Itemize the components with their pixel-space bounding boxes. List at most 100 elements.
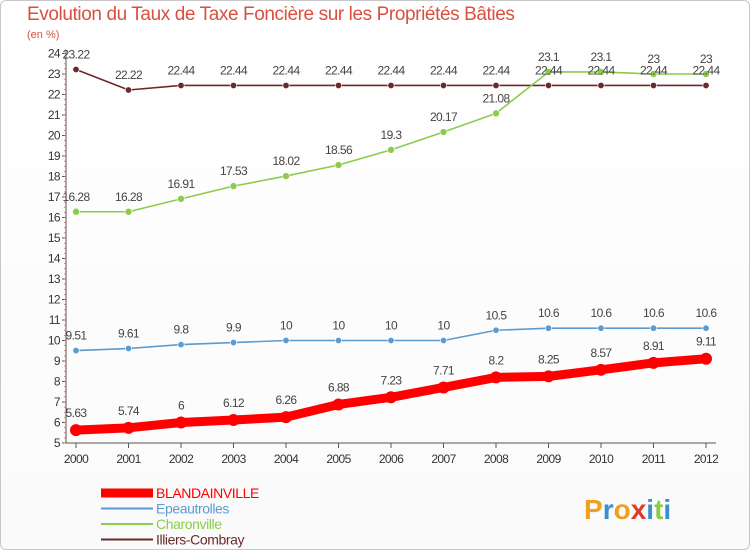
data-label: 22.44 xyxy=(272,63,300,77)
data-label: 10.6 xyxy=(696,306,718,320)
data-point xyxy=(492,81,500,89)
data-point xyxy=(72,65,80,73)
data-point xyxy=(282,172,290,180)
y-tick-label: 12 xyxy=(48,293,61,307)
data-label: 8.91 xyxy=(643,339,665,353)
x-tick-label: 2005 xyxy=(326,452,351,466)
data-point xyxy=(334,336,342,344)
data-point xyxy=(649,70,658,78)
data-label: 5.63 xyxy=(66,406,88,420)
data-label: 22.44 xyxy=(430,63,458,77)
data-point xyxy=(490,371,502,384)
data-label: 23.1 xyxy=(538,50,560,64)
y-tick-label: 22 xyxy=(48,88,61,102)
data-point xyxy=(280,411,292,424)
y-tick-label: 19 xyxy=(48,149,61,163)
data-label: 7.23 xyxy=(381,373,403,387)
data-point xyxy=(282,81,290,89)
data-point xyxy=(387,336,395,344)
data-label: 9.8 xyxy=(174,323,190,337)
data-point xyxy=(544,81,552,89)
y-tick-label: 14 xyxy=(48,252,61,266)
chart-subtitle: (en %) xyxy=(27,29,60,41)
x-tick-label: 2011 xyxy=(642,452,666,466)
data-label: 8.2 xyxy=(489,353,505,367)
x-tick-label: 2012 xyxy=(694,452,719,466)
data-point xyxy=(597,81,605,89)
data-point xyxy=(175,416,187,429)
data-point xyxy=(282,336,290,344)
data-label: 22.22 xyxy=(115,68,143,82)
data-point xyxy=(597,324,605,332)
data-point xyxy=(177,195,185,203)
data-point xyxy=(230,339,238,347)
data-label: 5.74 xyxy=(118,404,140,418)
data-label: 22.44 xyxy=(220,63,248,77)
data-point xyxy=(177,81,185,89)
data-label: 9.61 xyxy=(118,326,140,340)
data-label: 23.22 xyxy=(62,47,90,61)
y-tick-label: 16 xyxy=(48,211,61,225)
data-point xyxy=(334,81,342,89)
data-label: 23 xyxy=(647,52,660,66)
data-label: 6 xyxy=(178,399,185,413)
data-label: 10.5 xyxy=(486,308,508,322)
data-label: 22.44 xyxy=(377,63,405,77)
data-label: 10.6 xyxy=(591,306,613,320)
x-tick-label: 2010 xyxy=(589,452,614,466)
y-tick-label: 13 xyxy=(48,272,61,286)
data-point xyxy=(439,128,448,136)
data-label: 22.44 xyxy=(167,63,195,77)
data-label: 6.26 xyxy=(276,393,298,407)
data-point xyxy=(647,356,660,369)
y-tick-label: 24 xyxy=(48,47,61,61)
x-tick-label: 2000 xyxy=(64,452,89,466)
y-tick-label: 7 xyxy=(54,395,61,409)
data-label: 16.91 xyxy=(167,177,195,191)
data-label: 22.44 xyxy=(325,63,353,77)
data-label: 9.9 xyxy=(226,321,242,335)
y-tick-label: 10 xyxy=(48,334,61,348)
data-point xyxy=(72,207,80,216)
data-label: 23.1 xyxy=(591,50,613,64)
data-point xyxy=(332,398,345,411)
data-label: 23 xyxy=(700,52,713,66)
data-label: 7.71 xyxy=(433,363,455,377)
data-point xyxy=(124,207,133,216)
y-tick-label: 18 xyxy=(48,170,61,184)
data-point xyxy=(700,352,712,365)
x-tick-label: 2007 xyxy=(431,452,456,466)
data-point xyxy=(702,70,710,78)
data-point xyxy=(122,421,135,434)
data-label: 18.56 xyxy=(325,143,353,157)
y-tick-label: 21 xyxy=(48,108,61,122)
y-tick-label: 20 xyxy=(48,129,61,143)
y-tick-label: 9 xyxy=(54,354,61,368)
x-tick-label: 2004 xyxy=(274,452,299,466)
data-point xyxy=(334,161,343,169)
data-point xyxy=(595,363,607,376)
data-point xyxy=(72,347,80,355)
data-label: 6.88 xyxy=(328,380,350,394)
data-point xyxy=(230,81,238,89)
y-tick-label: 17 xyxy=(48,190,61,204)
x-tick-label: 2006 xyxy=(379,452,404,466)
data-point xyxy=(544,324,552,332)
y-tick-label: 23 xyxy=(48,67,61,81)
data-point xyxy=(70,424,82,437)
legend-label: Epeautrolles xyxy=(156,501,229,517)
data-point xyxy=(439,81,447,89)
data-label: 22.44 xyxy=(640,63,668,77)
data-point xyxy=(125,86,133,94)
data-label: 18.02 xyxy=(272,154,300,168)
proxiti-logo: Proxiti xyxy=(584,494,671,525)
data-label: 16.28 xyxy=(115,190,143,204)
x-tick-label: 2003 xyxy=(221,452,246,466)
x-tick-label: 2002 xyxy=(169,452,194,466)
data-point xyxy=(492,326,500,334)
data-label: 16.28 xyxy=(62,190,90,204)
data-point xyxy=(702,81,710,89)
y-tick-label: 5 xyxy=(54,436,61,450)
